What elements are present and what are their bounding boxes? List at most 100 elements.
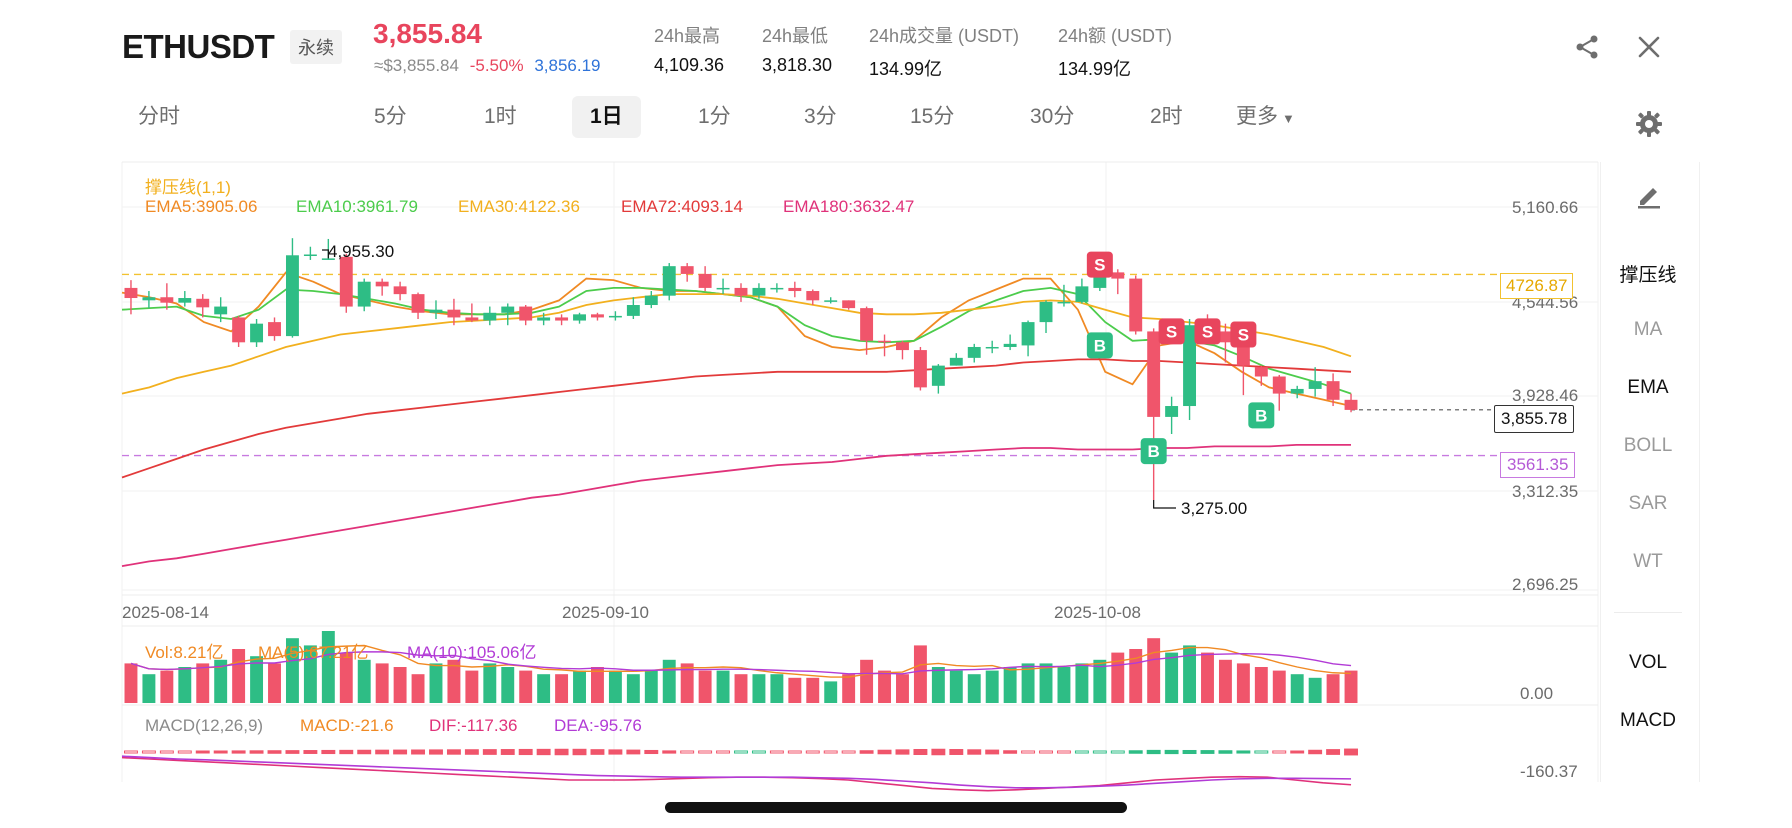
candle-body <box>1183 325 1197 407</box>
share-icon[interactable] <box>1570 30 1604 64</box>
candle-body <box>178 298 192 303</box>
tab-5m[interactable]: 5分 <box>374 105 407 128</box>
tab-2h[interactable]: 2时 <box>1150 105 1183 128</box>
macd-histogram-bar <box>572 748 587 756</box>
candle-body <box>447 309 461 318</box>
candle-body <box>949 357 963 366</box>
macd-histogram-bar <box>1218 750 1233 754</box>
signal-label: S <box>1094 256 1105 275</box>
macd-histogram-bar <box>393 749 408 755</box>
candle-body <box>214 306 228 315</box>
tab-1m[interactable]: 1分 <box>698 105 731 128</box>
tab-15m[interactable]: 15分 <box>910 105 955 128</box>
volume-bar <box>824 681 838 703</box>
candle-body <box>824 300 838 302</box>
candle-body <box>1057 301 1071 304</box>
volume-bar <box>339 652 353 703</box>
candle-body <box>411 294 425 313</box>
tab-more[interactable]: 更多 ▼ <box>1218 96 1313 138</box>
macd-histogram-bar <box>985 749 1000 755</box>
volume-bar <box>1021 663 1035 703</box>
macd-chart <box>121 748 1358 792</box>
pencil-icon[interactable] <box>1632 178 1666 212</box>
macd-histogram-bar <box>841 750 856 754</box>
side-tab-sar[interactable]: SAR <box>1628 493 1668 514</box>
volume-bar <box>160 670 174 703</box>
side-tab-vol[interactable]: VOL <box>1628 652 1668 673</box>
side-tab-wt[interactable]: WT <box>1633 551 1663 572</box>
side-tab-ma[interactable]: MA <box>1633 319 1663 340</box>
macd-histogram-bar <box>823 750 838 754</box>
macd-dif-legend: DIF:-117.36 <box>429 716 518 735</box>
macd-histogram-bar <box>1200 750 1215 754</box>
macd-histogram-bar <box>357 749 372 755</box>
volume-bar <box>1165 652 1179 703</box>
macd-histogram-bar <box>482 749 497 755</box>
vol-legend: Vol:8.21亿 <box>145 643 224 662</box>
candle-body <box>1272 376 1286 394</box>
side-tab-support[interactable]: 撑压线 <box>1619 265 1677 286</box>
tab-1h[interactable]: 1时 <box>484 105 517 128</box>
macd-dea-legend: DEA:-95.76 <box>554 716 642 735</box>
volume-bar <box>447 659 461 703</box>
candlesticks <box>124 238 1358 501</box>
support-legend: 撑压线(1,1) <box>145 178 231 197</box>
macd-histogram-bar <box>321 749 336 755</box>
tab-3m[interactable]: 3分 <box>804 105 837 128</box>
macd-histogram-bar <box>805 750 820 754</box>
volume-bar <box>626 674 640 703</box>
macd-histogram-bar <box>1308 749 1323 755</box>
volume-bar <box>1290 674 1304 703</box>
signal-label: S <box>1166 322 1177 341</box>
side-tab-boll[interactable]: BOLL <box>1623 435 1673 456</box>
volume-bar <box>1039 663 1053 703</box>
macd-histogram-bar <box>680 750 695 754</box>
home-indicator <box>665 802 1127 813</box>
candle-body <box>268 322 281 337</box>
tab-30m[interactable]: 30分 <box>1030 105 1075 128</box>
candle-body <box>591 314 604 318</box>
volume-bar <box>698 670 712 703</box>
candle-body <box>393 286 407 295</box>
macd-histogram-bar <box>1056 750 1071 754</box>
candle-body <box>142 297 156 301</box>
ema72-line <box>121 358 1352 479</box>
side-tab-ema[interactable]: EMA <box>1627 377 1669 398</box>
gear-icon[interactable] <box>1632 107 1666 141</box>
y-tick: 3,312.35 <box>1512 482 1579 501</box>
macd-histogram-bar <box>716 750 731 754</box>
volume-bar <box>214 659 228 703</box>
stat-24h-volume: 24h成交量 (USDT) 134.99亿 <box>869 22 1019 81</box>
stat-value: 134.99亿 <box>869 59 943 79</box>
macd-histogram-bar <box>303 750 318 754</box>
volume-bar <box>250 656 264 703</box>
volume-bar <box>1308 677 1322 703</box>
volume-bar <box>860 659 874 703</box>
candle-body <box>806 291 820 301</box>
volume-bar <box>483 663 497 703</box>
signal-label: B <box>1094 336 1106 355</box>
volume-bar <box>1326 674 1340 703</box>
candle-body <box>375 281 389 287</box>
tab-timeline[interactable]: 分时 <box>138 105 180 128</box>
tab-1d[interactable]: 1日 <box>572 96 641 138</box>
macd-histogram-bar <box>159 750 174 754</box>
close-icon[interactable] <box>1632 30 1666 64</box>
high-annotation: 4,955.30 <box>328 242 395 261</box>
low-leader <box>1153 500 1176 509</box>
macd-histogram-bar <box>1326 749 1341 755</box>
volume-ma5-line <box>130 644 1352 678</box>
low-annotation: 3,275.00 <box>1181 499 1248 518</box>
ema72-legend: EMA72:4093.14 <box>621 197 743 216</box>
volume-bar <box>949 670 963 703</box>
candle-body <box>250 323 264 343</box>
resistance-price-tag: 4726.87 <box>1500 273 1574 299</box>
side-panel <box>1600 162 1700 782</box>
volume-bar <box>1093 659 1107 703</box>
vol-axis-label: 0.00 <box>1520 684 1554 703</box>
side-tab-macd[interactable]: MACD <box>1620 710 1676 731</box>
volume-bar <box>716 670 730 703</box>
macd-histogram-bar <box>1039 750 1053 754</box>
candle-body <box>734 287 748 296</box>
